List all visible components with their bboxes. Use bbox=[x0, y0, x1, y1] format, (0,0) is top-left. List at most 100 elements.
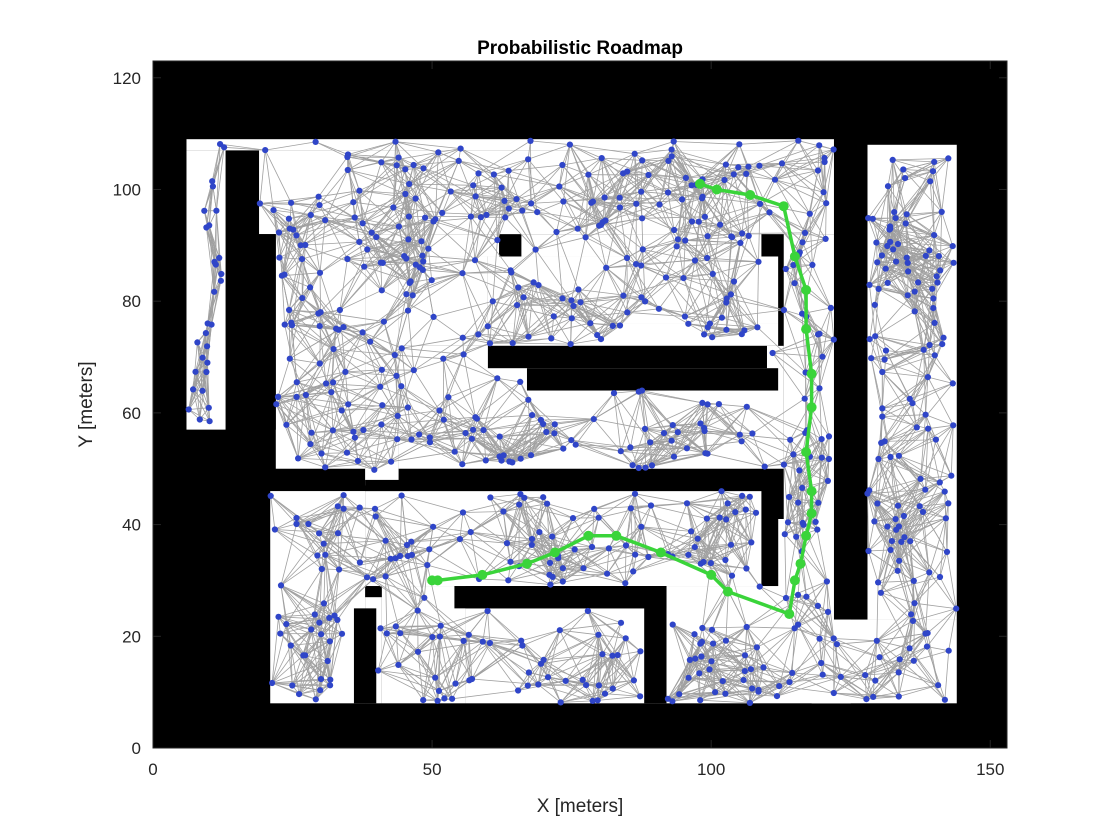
roadmap-edge bbox=[722, 655, 746, 682]
roadmap-node bbox=[338, 630, 346, 637]
roadmap-edge bbox=[641, 390, 703, 404]
roadmap-edge bbox=[774, 179, 811, 215]
roadmap-edge bbox=[583, 554, 636, 569]
roadmap-edge bbox=[623, 265, 642, 296]
roadmap-edge bbox=[686, 440, 742, 449]
roadmap-edge bbox=[318, 190, 360, 198]
roadmap-edge bbox=[887, 158, 949, 187]
roadmap-edge bbox=[926, 646, 946, 700]
roadmap-edge bbox=[801, 313, 806, 373]
roadmap-node bbox=[743, 623, 750, 631]
roadmap-edge bbox=[785, 213, 811, 270]
roadmap-edge bbox=[281, 272, 321, 277]
roadmap-edge bbox=[279, 229, 294, 258]
roadmap-edge bbox=[426, 565, 442, 626]
roadmap-edge bbox=[739, 434, 785, 465]
roadmap-edge bbox=[551, 517, 574, 537]
roadmap-edge bbox=[296, 507, 360, 519]
roadmap-edge bbox=[757, 327, 806, 373]
roadmap-node bbox=[393, 372, 400, 379]
roadmap-node bbox=[830, 689, 837, 697]
roadmap-node bbox=[879, 368, 886, 376]
roadmap-edge bbox=[381, 152, 439, 163]
roadmap-node bbox=[359, 220, 366, 227]
roadmap-edge bbox=[671, 156, 687, 179]
roadmap-edge bbox=[890, 456, 905, 517]
roadmap-node bbox=[479, 638, 486, 645]
roadmap-edge bbox=[903, 161, 935, 170]
roadmap-node bbox=[935, 253, 943, 260]
roadmap-edge bbox=[339, 258, 348, 311]
roadmap-edge bbox=[592, 201, 628, 259]
roadmap-edge bbox=[820, 662, 842, 678]
roadmap-edge bbox=[363, 429, 398, 440]
roadmap-node bbox=[876, 654, 883, 661]
roadmap-edge bbox=[537, 663, 542, 685]
roadmap-edge bbox=[922, 503, 949, 513]
roadmap-edge bbox=[596, 296, 642, 336]
roadmap-edge bbox=[333, 348, 395, 356]
roadmap-edge bbox=[310, 214, 363, 224]
roadmap-edge bbox=[672, 624, 691, 661]
roadmap-edge bbox=[470, 200, 505, 217]
roadmap-edge bbox=[335, 309, 341, 329]
roadmap-node bbox=[502, 214, 509, 221]
roadmap-node bbox=[322, 217, 329, 224]
roadmap-edge bbox=[281, 275, 286, 325]
roadmap-edge bbox=[433, 160, 460, 222]
roadmap-edge bbox=[332, 415, 398, 431]
roadmap-edge bbox=[474, 259, 511, 271]
roadmap-node bbox=[633, 261, 640, 268]
roadmap-edge bbox=[920, 428, 929, 479]
roadmap-edge bbox=[398, 610, 419, 666]
roadmap-edge bbox=[665, 240, 686, 278]
roadmap-edge bbox=[530, 439, 572, 456]
roadmap-edge bbox=[634, 141, 674, 155]
roadmap-edge bbox=[819, 388, 822, 440]
roadmap-edge bbox=[597, 654, 619, 701]
roadmap-edge bbox=[605, 220, 642, 266]
roadmap-edge bbox=[400, 625, 441, 634]
roadmap-edge bbox=[401, 495, 464, 513]
roadmap-edge bbox=[535, 228, 578, 250]
roadmap-edge bbox=[374, 508, 434, 528]
roadmap-edge bbox=[291, 309, 341, 324]
roadmap-edge bbox=[310, 214, 321, 273]
roadmap-edge bbox=[521, 629, 560, 642]
roadmap-edge bbox=[641, 526, 692, 532]
roadmap-edge bbox=[407, 279, 433, 311]
roadmap-edge bbox=[471, 378, 498, 439]
roadmap-node bbox=[790, 262, 797, 269]
roadmap-edge bbox=[401, 337, 463, 349]
roadmap-edge bbox=[630, 390, 643, 448]
roadmap-edge bbox=[398, 625, 441, 666]
roadmap-edge bbox=[293, 219, 326, 231]
roadmap-edge bbox=[493, 174, 517, 200]
roadmap-edge bbox=[877, 526, 888, 583]
roadmap-node bbox=[364, 246, 371, 253]
roadmap-edge bbox=[733, 261, 759, 282]
roadmap-edge bbox=[685, 235, 749, 241]
roadmap-edge bbox=[462, 512, 472, 533]
roadmap-edge bbox=[280, 585, 330, 619]
roadmap-edge bbox=[887, 159, 894, 187]
roadmap-edge bbox=[206, 227, 215, 292]
roadmap-edge bbox=[734, 511, 752, 543]
roadmap-edge bbox=[489, 304, 518, 344]
roadmap-edge bbox=[684, 177, 687, 241]
roadmap-edge bbox=[439, 610, 488, 637]
roadmap-edge bbox=[726, 298, 758, 328]
roadmap-edge bbox=[289, 358, 320, 364]
roadmap-edge bbox=[284, 229, 294, 275]
roadmap-edge bbox=[401, 316, 434, 349]
roadmap-edge bbox=[549, 562, 584, 569]
roadmap-edge bbox=[463, 640, 523, 646]
roadmap-node bbox=[699, 193, 706, 200]
roadmap-edge bbox=[385, 526, 434, 542]
roadmap-edge bbox=[895, 211, 942, 219]
roadmap-node bbox=[701, 213, 709, 220]
roadmap-node bbox=[926, 341, 933, 349]
roadmap-node bbox=[330, 379, 337, 386]
roadmap-node bbox=[691, 257, 699, 264]
roadmap-edge bbox=[783, 265, 794, 311]
